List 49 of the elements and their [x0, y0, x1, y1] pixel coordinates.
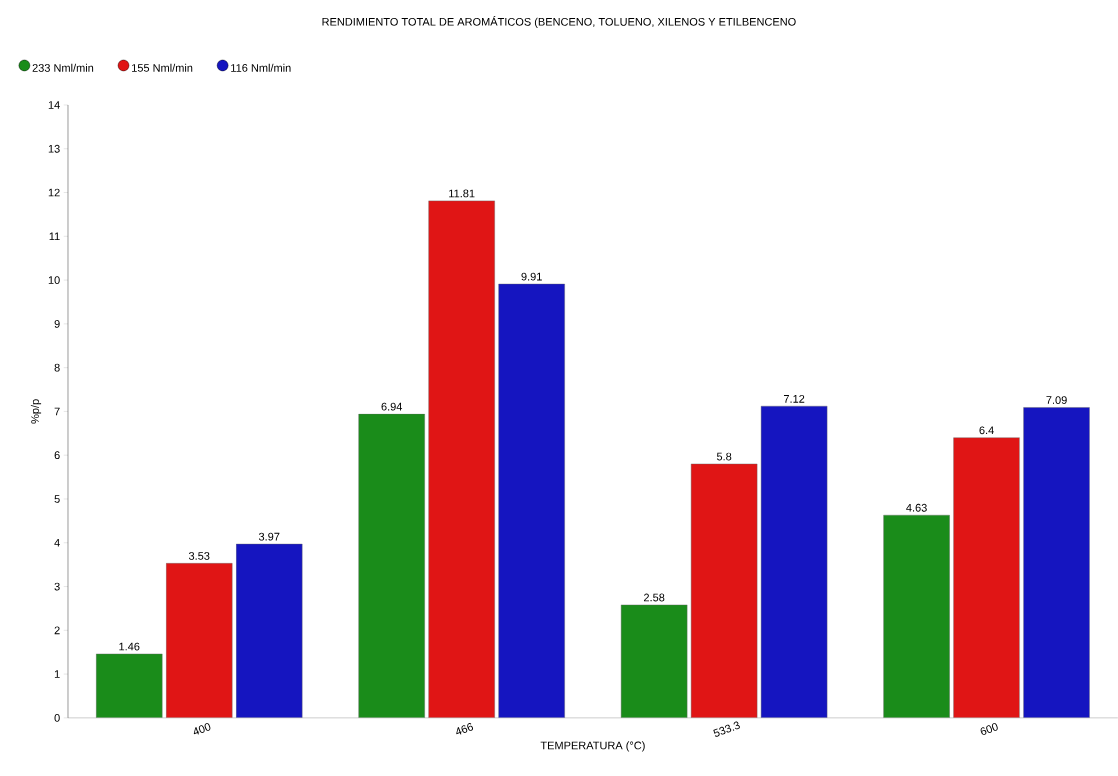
data-label: 3.53 [188, 552, 210, 560]
bar [1023, 407, 1090, 718]
data-label: 7.12 [783, 395, 805, 403]
data-label: 3.97 [258, 532, 280, 541]
y-tick-label: 8 [54, 363, 60, 372]
bar [760, 406, 828, 718]
chart-title: RENDIMIENTO TOTAL DE AROMÁTICOS (BENCENO, TOLUENO, XILENOS Y ETILBENCENO [322, 16, 796, 28]
data-label: 2.58 [643, 593, 665, 602]
bar [498, 283, 565, 718]
y-tick-label: 9 [54, 320, 60, 328]
x-tick-label: 600 [980, 723, 998, 736]
bar [690, 463, 758, 718]
data-label: 7.09 [1046, 396, 1067, 405]
y-tick-label: 14 [48, 101, 60, 109]
legend-label: 155 Nml/min [132, 63, 193, 72]
data-label: 5.8 [716, 452, 732, 461]
y-tick-label: 6 [54, 451, 60, 460]
y-tick-label: 13 [48, 144, 60, 153]
bar [428, 200, 495, 718]
bar [236, 543, 303, 718]
y-axis-title: %p/p [30, 399, 42, 424]
data-label: 1.46 [119, 642, 140, 651]
y-tick-label: 0 [54, 714, 60, 722]
bar [953, 437, 1020, 718]
bar [358, 413, 425, 718]
y-tick-label: 10 [48, 276, 60, 285]
bar [620, 604, 688, 718]
x-tick-label: 400 [193, 723, 211, 735]
data-label: 11.81 [449, 189, 475, 198]
y-tick-label: 12 [48, 188, 60, 197]
x-tick-label: 533.3 [713, 721, 740, 737]
bar [166, 563, 233, 718]
data-label: 6.4 [979, 426, 994, 435]
y-tick-label: 3 [54, 582, 60, 591]
x-tick-label: 466 [456, 723, 474, 735]
y-tick-label: 2 [54, 626, 60, 635]
bar [96, 653, 163, 718]
legend-label: 116 Nml/min [231, 63, 291, 72]
y-tick-label: 1 [54, 670, 60, 678]
x-axis-title: TEMPERATURA (°C) [540, 741, 645, 752]
y-tick-label: 11 [49, 232, 60, 241]
data-label: 6.94 [381, 402, 403, 411]
y-tick-label: 7 [54, 407, 60, 416]
data-label: 4.63 [906, 503, 927, 512]
y-tick-label: 4 [54, 539, 60, 547]
y-tick-label: 5 [54, 495, 60, 503]
data-label: 9.91 [521, 272, 542, 281]
legend-label: 233 Nml/min [32, 63, 94, 72]
bar [883, 515, 950, 718]
